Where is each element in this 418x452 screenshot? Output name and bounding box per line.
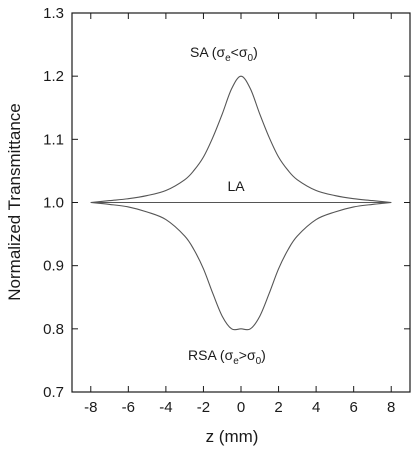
x-tick-label: 0 [237, 399, 245, 416]
x-tick-label: 8 [387, 399, 395, 416]
annotation-rsa: RSA (σe>σ0) [188, 347, 266, 367]
y-tick-label: 0.9 [43, 258, 64, 275]
y-tick-label: 1.1 [43, 131, 64, 148]
x-tick-label: 6 [349, 399, 357, 416]
x-tick-label: -4 [159, 399, 172, 416]
y-tick-label: 1.3 [43, 5, 64, 22]
y-tick-label: 1.0 [43, 195, 64, 212]
x-tick-label: -8 [84, 399, 97, 416]
series-line-sa [90, 75, 392, 204]
x-tick-label: -2 [197, 399, 210, 416]
series-line-rsa [90, 201, 392, 331]
series-lines [90, 75, 392, 331]
x-tick-label: -6 [122, 399, 135, 416]
y-axis-label: Normalized Transmittance [5, 103, 24, 300]
axis-ticks: -8 -6 -4 -2 0 2 4 6 8 0.7 0.8 0.9 1.0 1.1 1.2 1.3 [43, 5, 410, 416]
y-tick-label: 0.8 [43, 321, 64, 338]
x-axis-label: z (mm) [206, 427, 259, 446]
annotation-la: LA [227, 178, 245, 194]
x-tick-label: 2 [274, 399, 282, 416]
annotation-sa: SA (σe<σ0) [190, 44, 258, 64]
y-tick-label: 0.7 [43, 384, 64, 401]
y-tick-label: 1.2 [43, 68, 64, 85]
x-tick-label: 4 [312, 399, 320, 416]
